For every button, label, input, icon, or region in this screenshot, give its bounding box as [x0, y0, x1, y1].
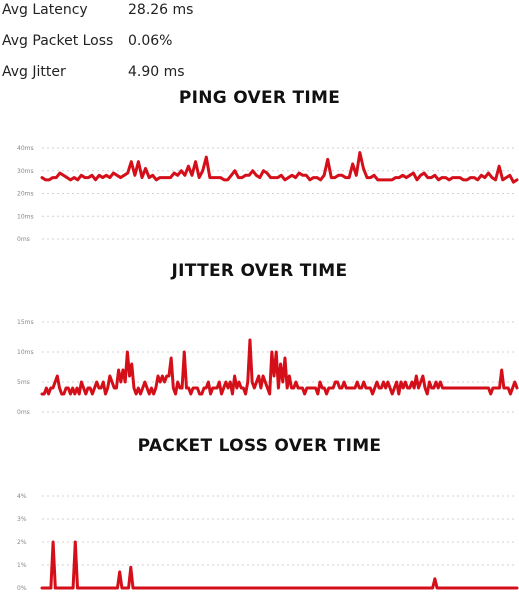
jitter-y-tick-label: 15ms — [17, 319, 34, 326]
ping-y-tick-label: 20ms — [17, 191, 34, 198]
ping-y-tick-label: 0ms — [17, 236, 30, 243]
ping-series-line — [40, 151, 519, 184]
packet-loss-chart-title: PACKET LOSS OVER TIME — [137, 436, 382, 456]
jitter-y-tick-label: 10ms — [17, 349, 34, 356]
packet-loss-series-line — [40, 540, 519, 590]
packet-loss-over-time-chart: 0% 1% 2% 3% 4% — [17, 493, 519, 592]
packet-loss-y-tick-label: 4% — [17, 493, 27, 500]
jitter-y-tick-label: 0ms — [17, 409, 30, 416]
ping-y-tick-label: 10ms — [17, 213, 34, 220]
avg-jitter-value: 4.90 ms — [128, 64, 185, 80]
avg-packet-loss-value: 0.06% — [128, 33, 173, 49]
jitter-series-line — [40, 338, 519, 396]
ping-over-time-chart: 0ms 10ms 20ms 30ms 40ms — [17, 145, 519, 243]
avg-latency-label: Avg Latency — [2, 2, 88, 18]
packet-loss-y-tick-label: 1% — [17, 562, 27, 569]
avg-packet-loss-label: Avg Packet Loss — [2, 33, 114, 49]
ping-chart-title: PING OVER TIME — [178, 88, 341, 108]
jitter-y-tick-label: 5ms — [17, 379, 30, 386]
avg-latency-value: 28.26 ms — [128, 2, 194, 18]
ping-y-tick-label: 40ms — [17, 145, 34, 152]
packet-loss-y-tick-label: 2% — [17, 539, 27, 546]
ping-y-tick-label: 30ms — [17, 168, 34, 175]
packet-loss-y-tick-label: 3% — [17, 516, 27, 523]
avg-jitter-label: Avg Jitter — [2, 64, 66, 80]
jitter-over-time-chart: 0ms 5ms 10ms 15ms — [17, 319, 519, 416]
jitter-chart-title: JITTER OVER TIME — [171, 261, 348, 281]
packet-loss-y-tick-label: 0% — [17, 585, 27, 592]
